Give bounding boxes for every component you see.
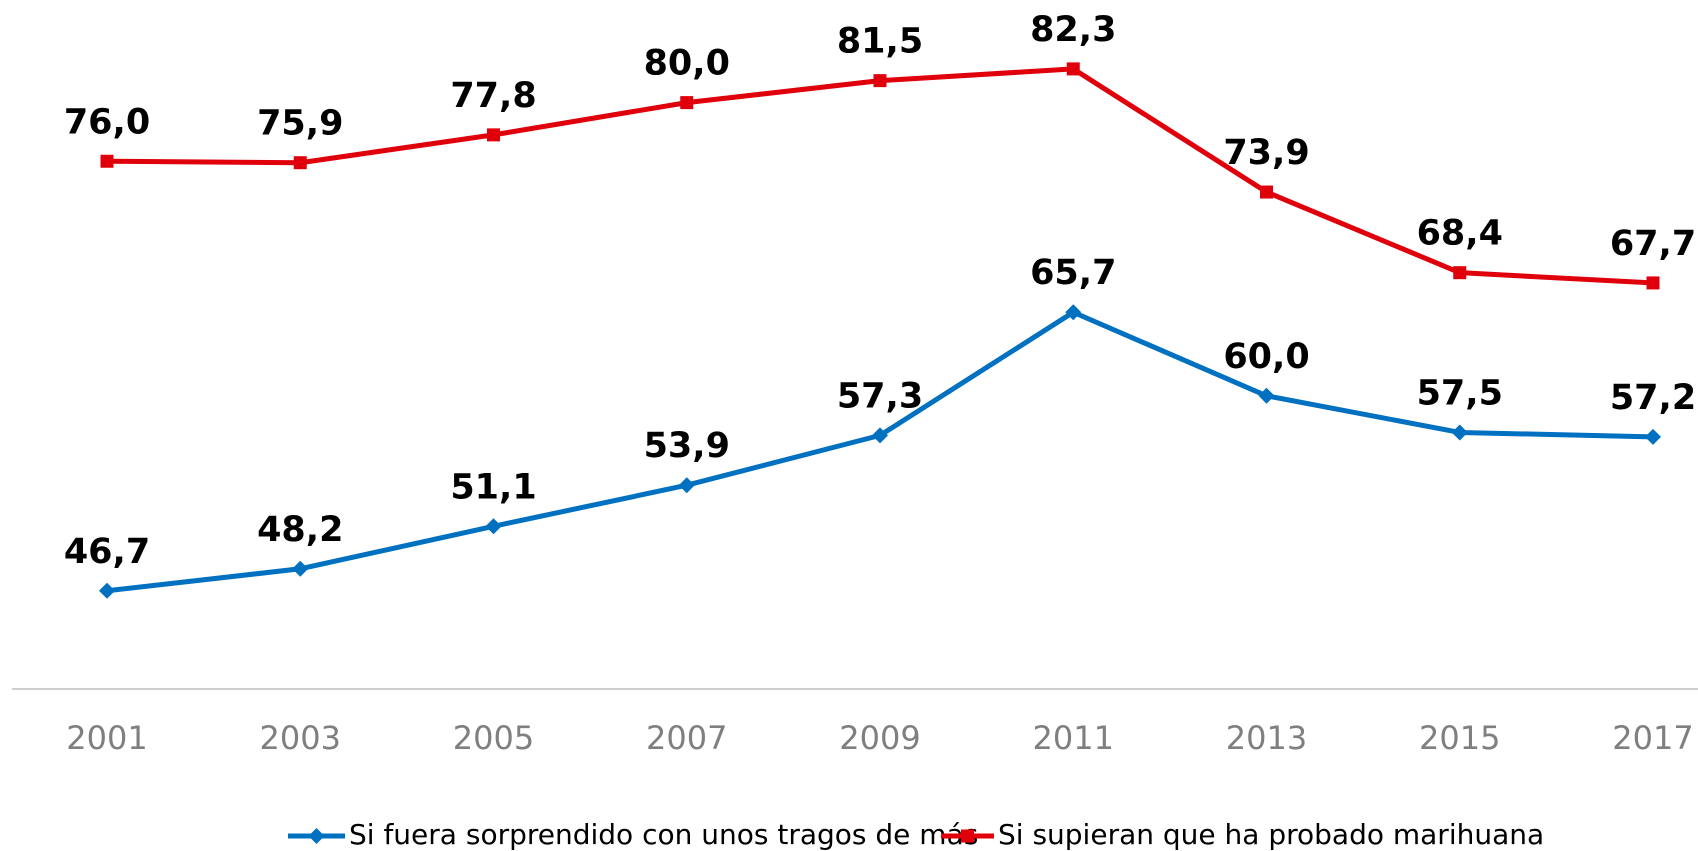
- data-label: 76,0: [64, 102, 150, 142]
- marker: [1065, 304, 1082, 321]
- marker: [680, 96, 694, 110]
- data-label: 60,0: [1223, 337, 1309, 377]
- data-label: 46,7: [64, 532, 150, 572]
- data-label: 57,5: [1417, 373, 1503, 413]
- data-label: 57,2: [1610, 378, 1696, 418]
- marker: [293, 156, 307, 170]
- data-label: 68,4: [1417, 214, 1503, 254]
- legend-label: Si supieran que ha probado marihuana: [998, 818, 1544, 851]
- data-label: 67,7: [1610, 224, 1696, 264]
- marker: [485, 518, 502, 535]
- marker: [99, 582, 115, 599]
- data-label: 80,0: [644, 44, 730, 84]
- marker: [1066, 62, 1080, 76]
- marker: [1453, 266, 1467, 280]
- marker: [873, 74, 887, 88]
- marker: [1645, 428, 1661, 445]
- data-label: 82,3: [1030, 10, 1116, 50]
- data-label: 75,9: [257, 104, 343, 144]
- marker: [487, 128, 500, 142]
- marker: [1451, 424, 1468, 441]
- data-label: 51,1: [450, 467, 536, 507]
- x-tick-label: 2001: [66, 719, 147, 757]
- marker: [678, 477, 695, 494]
- x-tick-label: 2005: [453, 719, 534, 757]
- x-tick-label: 2009: [839, 719, 920, 757]
- marker: [872, 427, 888, 444]
- legend-marker: [961, 829, 974, 843]
- data-label: 81,5: [837, 22, 923, 62]
- x-tick-label: 2017: [1612, 719, 1693, 757]
- data-label: 53,9: [644, 426, 730, 466]
- x-tick-label: 2011: [1033, 719, 1114, 757]
- legend-label: Si fuera sorprendido con unos tragos de …: [349, 818, 978, 851]
- x-tick-label: 2003: [260, 719, 341, 757]
- x-tick-label: 2015: [1419, 719, 1500, 757]
- data-label: 48,2: [257, 510, 343, 550]
- marker: [100, 154, 114, 168]
- marker: [1258, 387, 1275, 404]
- marker: [1646, 276, 1660, 290]
- marker: [1260, 185, 1273, 199]
- legend-marker: [308, 828, 325, 844]
- x-tick-label: 2013: [1226, 719, 1307, 757]
- data-label: 65,7: [1030, 253, 1116, 293]
- marker: [292, 560, 309, 577]
- data-label: 73,9: [1223, 133, 1309, 173]
- data-label: 57,3: [837, 376, 923, 416]
- data-label: 77,8: [450, 76, 536, 116]
- x-tick-label: 2007: [646, 719, 727, 757]
